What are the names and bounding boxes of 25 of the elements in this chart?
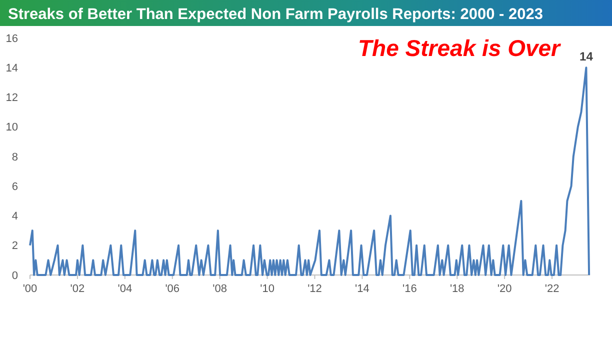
y-tick-label: 10 [6,122,18,134]
x-tick-label: '20 [497,283,512,295]
annotation: 14 [580,50,594,64]
x-tick-label: '10 [260,283,274,295]
y-tick-label: 16 [6,32,18,45]
annotation: The Streak is Over [358,35,562,61]
y-tick-label: 12 [6,92,18,104]
x-tick-label: '06 [165,283,180,295]
x-tick-label: '14 [355,283,370,295]
x-tick-label: '22 [544,283,560,295]
line-series [29,66,590,276]
x-tick-label: '04 [118,283,132,295]
x-tick-label: '00 [22,283,38,295]
x-tick-label: '08 [212,283,227,295]
x-tick-label: '18 [450,283,464,295]
y-tick-label: 6 [12,180,18,193]
y-tick-label: 4 [12,210,18,223]
y-tick-label: 0 [12,270,18,282]
y-tick-label: 2 [12,240,18,252]
x-tick-label: '16 [402,283,417,295]
x-tick-label: '02 [70,283,85,295]
y-tick-label: 14 [6,62,18,74]
chart-title: Streaks of Better Than Expected Non Farm Payrolls Reports: 2000 - 2023 [8,6,544,23]
x-tick-label: '12 [308,283,322,295]
y-tick-label: 8 [12,151,18,164]
